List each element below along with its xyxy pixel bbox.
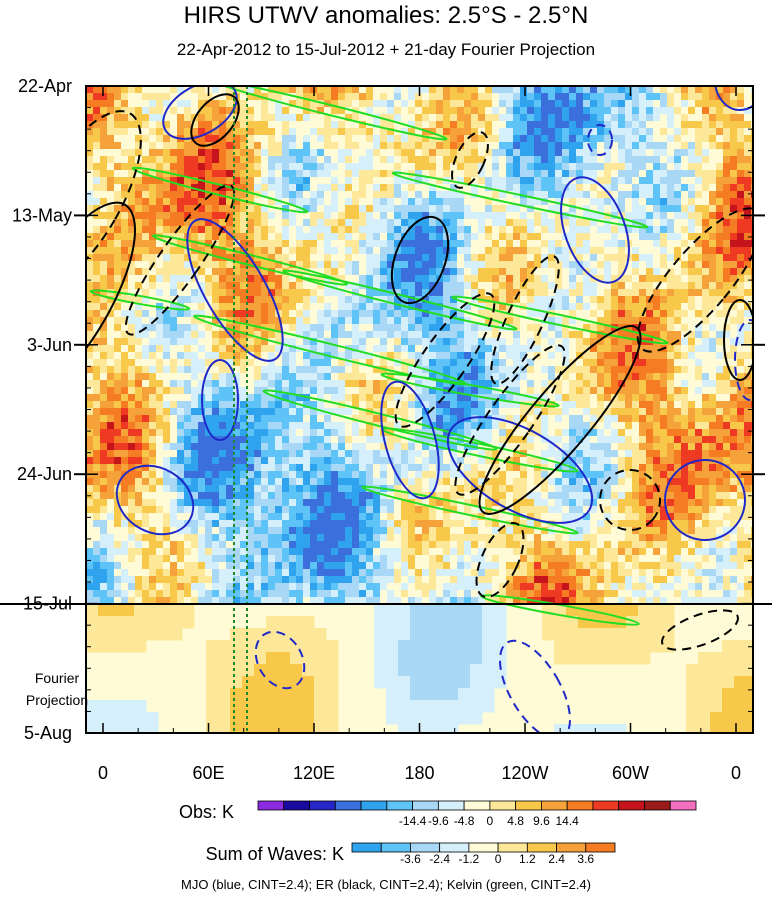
er-contour (86, 110, 142, 290)
x-tick-label: 0 (731, 763, 741, 783)
y-tick-label: 15-Jul (23, 594, 72, 614)
obs-colorbar-label: 0 (487, 814, 494, 828)
obs-colorbar-swatch (334, 800, 362, 811)
mjo-contour (201, 359, 239, 441)
mjo-contour (186, 218, 284, 362)
x-tick-label: 0 (98, 763, 108, 783)
er-contour (661, 609, 739, 651)
mjo-contour (115, 464, 195, 536)
waves-colorbar-swatch (585, 842, 616, 853)
x-tick-label: 60W (612, 763, 649, 783)
obs-colorbar-swatch (592, 800, 620, 811)
obs-colorbar-label: 14.4 (555, 814, 579, 828)
obs-colorbar-swatch (566, 800, 594, 811)
waves-colorbar-label: -2.4 (429, 852, 450, 866)
er-contour (599, 469, 661, 531)
x-tick-label: 180 (404, 763, 434, 783)
waves-colorbar-swatch (351, 842, 382, 853)
projection-label: Projection (26, 692, 88, 708)
kelvin-contour (380, 372, 560, 408)
waves-colorbar-title: Sum of Waves: K (206, 844, 344, 864)
y-tick-label: 24-Jun (17, 464, 72, 484)
x-tick-label: 60E (192, 763, 224, 783)
obs-colorbar-swatch (437, 800, 465, 811)
mjo-contour (446, 416, 594, 524)
kelvin-contour (451, 295, 669, 345)
mjo-contour (162, 86, 238, 140)
kelvin-contour (282, 269, 518, 331)
mjo-contour (714, 86, 753, 111)
waves-colorbar-swatch (439, 842, 470, 853)
waves-colorbar-swatch (468, 842, 499, 853)
projection-label: Fourier (35, 670, 80, 686)
waves-colorbar-label: 3.6 (577, 852, 594, 866)
er-contour (190, 93, 240, 147)
mjo-contour (587, 124, 613, 156)
kelvin-contour (391, 171, 649, 229)
x-tick-label: 120W (501, 763, 548, 783)
mjo-contour (499, 639, 571, 733)
mjo-contour (734, 319, 753, 401)
er-contour (475, 521, 525, 599)
obs-colorbar-swatch (283, 800, 310, 811)
er-contour (124, 184, 236, 336)
er-contour (478, 325, 642, 515)
obs-colorbar-swatch (257, 800, 285, 811)
obs-colorbar-swatch (618, 800, 645, 811)
chart-title: HIRS UTWV anomalies: 2.5°S - 2.5°N (183, 2, 589, 29)
er-contour (490, 255, 560, 385)
waves-colorbar-label: -1.2 (459, 852, 480, 866)
er-contour (86, 201, 136, 399)
obs-colorbar-label: -4.8 (454, 814, 475, 828)
obs-colorbar-label: 9.6 (533, 814, 550, 828)
waves-colorbar-swatch (410, 842, 441, 853)
waves-colorbar-label: 2.4 (548, 852, 565, 866)
kelvin-contour (151, 234, 349, 286)
waves-colorbar-swatch (380, 842, 411, 853)
obs-colorbar-swatch (489, 800, 517, 811)
waves-colorbar-swatch (497, 842, 528, 853)
obs-colorbar-swatch (669, 800, 697, 811)
chart-subtitle: 22-Apr-2012 to 15-Jul-2012 + 21-day Four… (176, 40, 596, 59)
mjo-contour (664, 459, 746, 541)
obs-colorbar-swatch (515, 800, 542, 811)
waves-colorbar-swatch (556, 842, 587, 853)
waves-colorbar-label: -3.6 (400, 852, 421, 866)
y-tick-label: 5-Aug (24, 723, 72, 743)
x-tick-label: 120E (293, 763, 335, 783)
obs-colorbar-swatch (386, 800, 413, 811)
kelvin-contour (361, 485, 579, 535)
obs-colorbar-label: -14.4 (399, 814, 427, 828)
er-contour (451, 131, 489, 189)
obs-colorbar-swatch (309, 800, 336, 811)
obs-colorbar-swatch (463, 800, 491, 811)
obs-colorbar-swatch (412, 800, 439, 811)
er-contour (390, 215, 450, 305)
kelvin-contour (212, 86, 448, 141)
y-tick-label: 3-Jun (27, 335, 72, 355)
waves-colorbar-label: 1.2 (519, 852, 536, 866)
y-tick-label: 13-May (12, 205, 72, 225)
waves-colorbar-label: 0 (495, 852, 502, 866)
kelvin-contour (89, 289, 191, 311)
er-contour (723, 299, 753, 381)
mjo-contour (380, 380, 440, 500)
obs-colorbar-title: Obs: K (179, 802, 234, 822)
obs-colorbar-label: -9.6 (428, 814, 449, 828)
er-contour (454, 344, 566, 496)
kelvin-contour (131, 166, 309, 214)
obs-colorbar-swatch (541, 800, 568, 811)
er-contour (394, 292, 496, 428)
obs-colorbar-swatch (360, 800, 388, 811)
er-contour (636, 207, 753, 353)
mjo-contour (254, 630, 306, 690)
waves-colorbar-swatch (526, 842, 557, 853)
mjo-contour (560, 176, 630, 284)
obs-colorbar-label: 4.8 (507, 814, 524, 828)
contour-legend: MJO (blue, CINT=2.4); ER (black, CINT=2.… (181, 877, 591, 892)
obs-colorbar-swatch (644, 800, 671, 811)
y-tick-label: 22-Apr (18, 76, 72, 96)
